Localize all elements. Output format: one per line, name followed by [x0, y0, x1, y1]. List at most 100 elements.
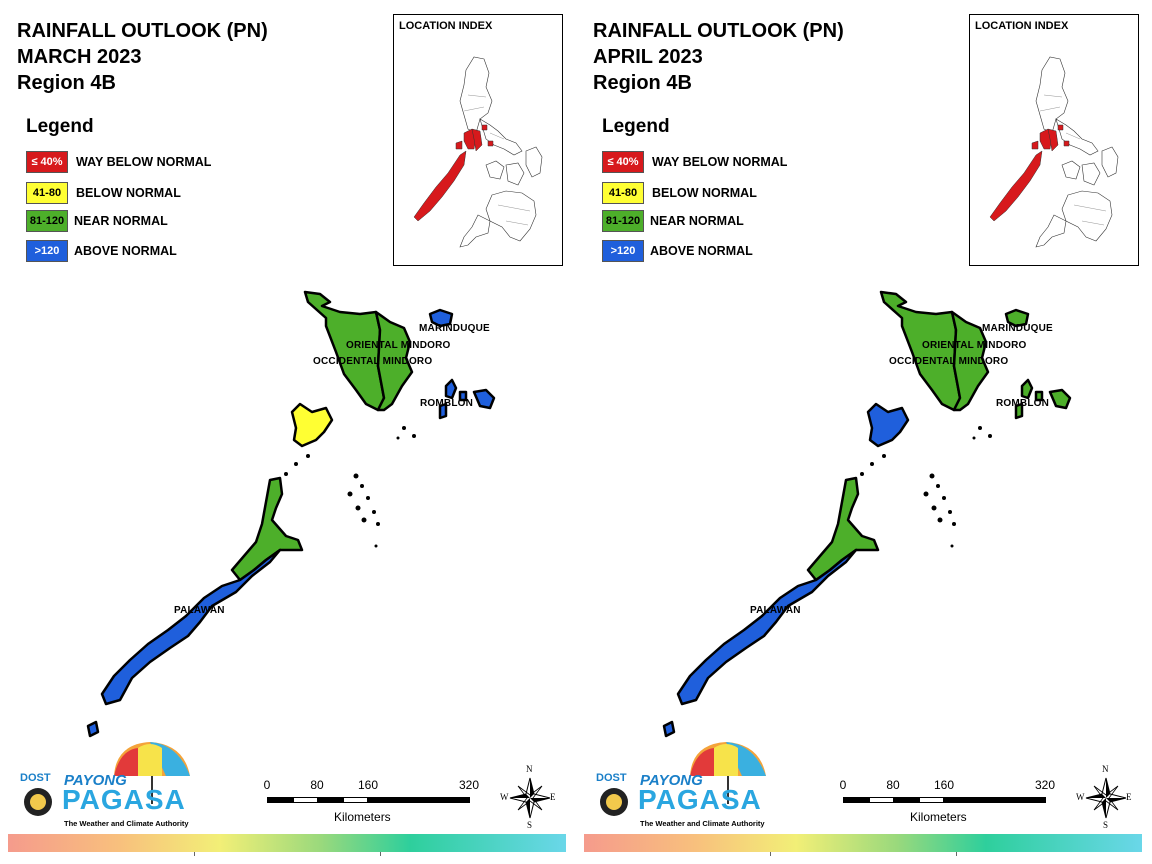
romblon-island-4 — [458, 390, 468, 402]
scale-tick-0: 0 — [263, 778, 271, 792]
legend-item-near: 81-120 NEAR NORMAL — [26, 209, 168, 233]
legend-label: NEAR NORMAL — [74, 214, 168, 228]
romblon-island-4 — [1034, 390, 1044, 402]
compass-e: E — [550, 792, 556, 802]
scale-unit: Kilometers — [334, 810, 391, 824]
logo-pagasa: PAGASA — [62, 784, 186, 815]
occidental-mindoro-area — [879, 290, 962, 412]
label-occidental-mindoro: OCCIDENTAL MINDORO — [889, 356, 1009, 367]
romblon-area — [1048, 388, 1072, 410]
romblon-island-2 — [444, 378, 458, 400]
legend-label: BELOW NORMAL — [76, 186, 181, 200]
north-arrow-compass: N S E W — [500, 764, 560, 830]
legend-swatch: >120 — [602, 240, 644, 262]
compass-n: N — [1102, 764, 1109, 774]
compass-rose-icon — [1085, 777, 1127, 819]
label-marinduque: MARINDUQUE — [419, 323, 490, 334]
region-4b-map — [86, 290, 496, 738]
location-index-inset: LOCATION INDEX — [969, 14, 1139, 266]
title-line-2: MARCH 2023 — [17, 46, 142, 68]
romblon-inset — [487, 140, 494, 147]
compass-e: E — [1126, 792, 1132, 802]
legend-title: Legend — [26, 116, 94, 137]
location-index-title: LOCATION INDEX — [399, 20, 493, 32]
map-title: RAINFALL OUTLOOK (PN) MARCH 2023 Region … — [17, 18, 268, 96]
title-line-1: RAINFALL OUTLOOK (PN) — [17, 20, 268, 42]
title-line-1: RAINFALL OUTLOOK (PN) — [593, 20, 844, 42]
balabac-island — [662, 720, 676, 738]
marinduque-area — [428, 308, 454, 328]
logo-pagasa: PAGASA — [638, 784, 762, 815]
marinduque-area — [1004, 308, 1030, 328]
compass-s: S — [527, 820, 533, 830]
label-palawan: PALAWAN — [174, 605, 225, 616]
legend-label: NEAR NORMAL — [650, 214, 744, 228]
scale-unit: Kilometers — [910, 810, 967, 824]
label-romblon: ROMBLON — [996, 398, 1050, 409]
outlook-panel-march: RAINFALL OUTLOOK (PN) MARCH 2023 Region … — [8, 14, 566, 856]
logo-dost: DOST — [596, 772, 627, 784]
compass-rose-icon — [509, 777, 551, 819]
map-title: RAINFALL OUTLOOK (PN) APRIL 2023 Region … — [593, 18, 844, 96]
legend-label: BELOW NORMAL — [652, 186, 757, 200]
occidental-mindoro-area — [303, 290, 386, 412]
north-palawan-area — [290, 402, 334, 448]
palawan-inset — [413, 150, 467, 222]
romblon-island-3 — [438, 402, 448, 420]
legend-swatch: >120 — [26, 240, 68, 262]
scale-tick-320: 320 — [458, 778, 480, 792]
legend-label: WAY BELOW NORMAL — [652, 155, 788, 169]
legend-swatch: 41-80 — [602, 182, 644, 204]
romblon-island-3 — [1014, 402, 1024, 420]
outlook-panel-april: RAINFALL OUTLOOK (PN) APRIL 2023 Region … — [576, 0, 1152, 864]
south-palawan-area — [100, 548, 282, 706]
logo-payong: PAYONG — [640, 772, 703, 789]
region-4b-map — [662, 290, 1072, 738]
label-romblon: ROMBLON — [420, 398, 474, 409]
payong-pagasa-logo: DOST PAYONG PAGASA The Weather and Clima… — [16, 740, 196, 832]
legend-swatch: 81-120 — [26, 210, 68, 232]
legend-swatch: 41-80 — [26, 182, 68, 204]
legend-label: ABOVE NORMAL — [74, 244, 177, 258]
title-line-3: Region 4B — [17, 72, 116, 94]
compass-s: S — [1103, 820, 1109, 830]
scale-tick-320: 320 — [1034, 778, 1056, 792]
payong-pagasa-logo: DOST PAYONG PAGASA The Weather and Clima… — [592, 740, 772, 832]
calamian-inset — [455, 140, 463, 150]
romblon-island-2 — [1020, 378, 1034, 400]
legend-item-below: 41-80 BELOW NORMAL — [26, 181, 181, 205]
scale-tick-160: 160 — [933, 778, 955, 792]
compass-w: W — [500, 792, 509, 802]
legend-swatch: 81-120 — [602, 210, 644, 232]
scale-tick-160: 160 — [357, 778, 379, 792]
scale-bar: 0 80 160 320 Kilometers — [838, 778, 1068, 828]
title-line-2: APRIL 2023 — [593, 46, 703, 68]
philippines-inset-map — [413, 56, 543, 248]
compass-w: W — [1076, 792, 1085, 802]
umbrella-logo-icon — [600, 742, 766, 816]
legend-item-above: >120 ABOVE NORMAL — [26, 239, 177, 263]
south-palawan-area — [676, 548, 858, 706]
oriental-mindoro-area — [374, 310, 414, 412]
north-palawan-area — [866, 402, 910, 448]
oriental-mindoro-inset — [471, 128, 483, 152]
location-index-inset: LOCATION INDEX — [393, 14, 563, 266]
compass-n: N — [526, 764, 533, 774]
label-marinduque: MARINDUQUE — [982, 323, 1053, 334]
legend-title: Legend — [602, 116, 670, 137]
legend-item-near: 81-120 NEAR NORMAL — [602, 209, 744, 233]
marinduque-inset — [481, 124, 488, 131]
balabac-island — [86, 720, 100, 738]
location-index-title: LOCATION INDEX — [975, 20, 1069, 32]
logo-payong: PAYONG — [64, 772, 127, 789]
philippines-inset-map — [989, 56, 1119, 248]
scale-bar: 0 80 160 320 Kilometers — [262, 778, 492, 828]
label-oriental-mindoro: ORIENTAL MINDORO — [346, 340, 451, 351]
logo-tagline: The Weather and Climate Authority — [64, 819, 189, 828]
scale-tick-80: 80 — [310, 778, 324, 792]
title-line-3: Region 4B — [593, 72, 692, 94]
legend-item-below: 41-80 BELOW NORMAL — [602, 181, 757, 205]
scale-tick-80: 80 — [886, 778, 900, 792]
legend-swatch: ≤ 40% — [26, 151, 68, 173]
label-palawan: PALAWAN — [750, 605, 801, 616]
